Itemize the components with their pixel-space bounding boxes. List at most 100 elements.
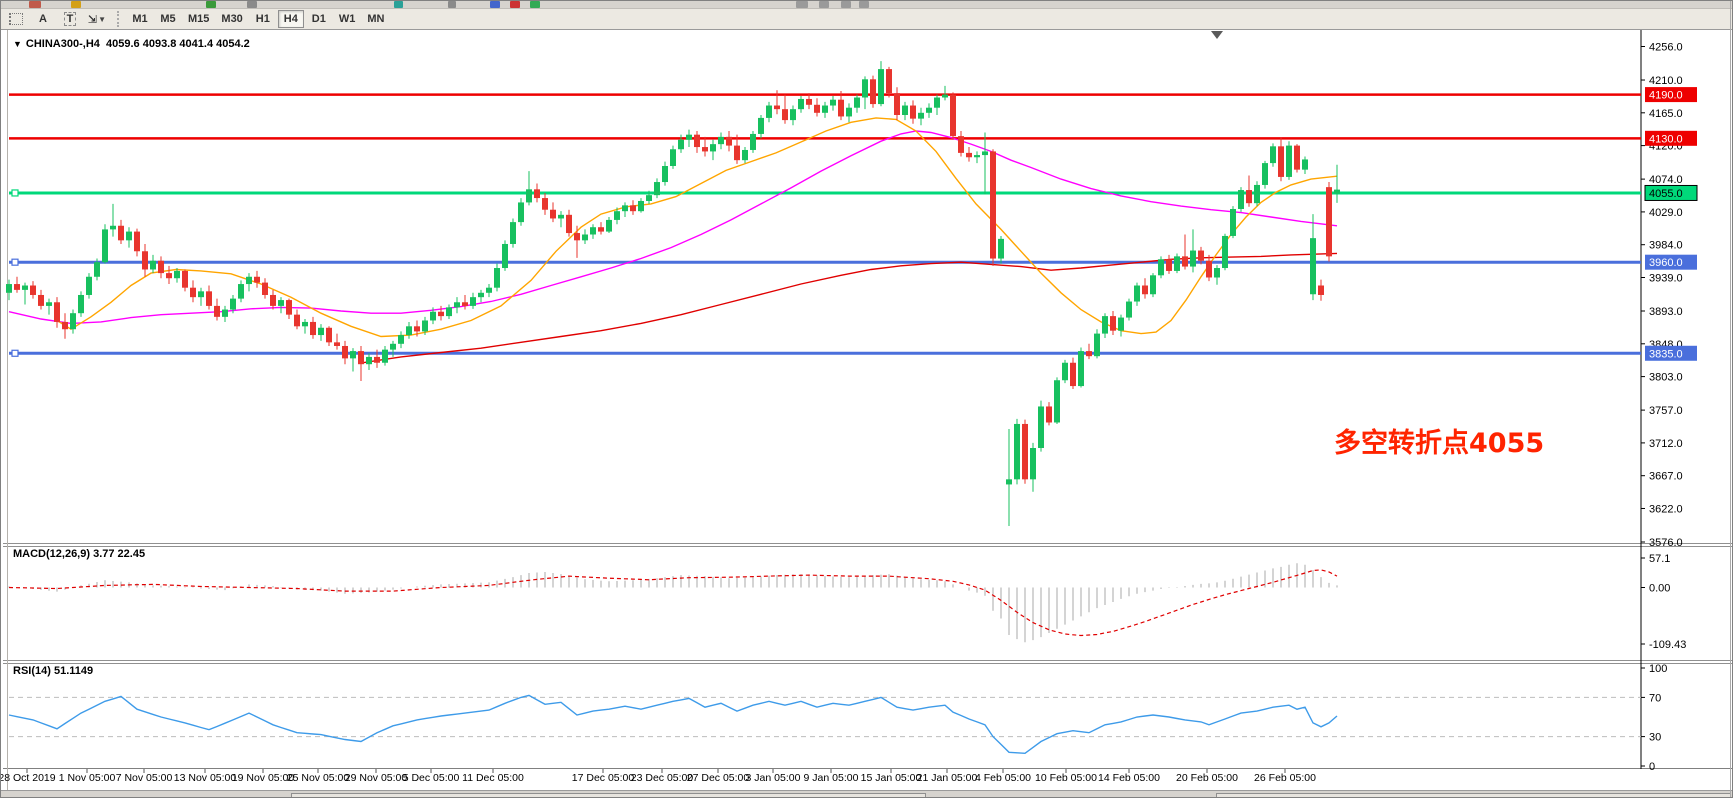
candle-body (614, 211, 620, 220)
candle-body (198, 291, 204, 298)
timeframe-button-MN[interactable]: MN (367, 13, 385, 25)
candle-body (438, 311, 444, 317)
cutoff-icon-fragment (29, 1, 41, 8)
line-handle[interactable] (11, 349, 19, 357)
candle-body (230, 298, 236, 310)
moving-averages (8, 117, 1338, 364)
candle-body (1222, 235, 1228, 269)
candle-body (1166, 259, 1172, 271)
candle-body (1246, 190, 1252, 204)
candle-body (534, 189, 540, 199)
candle-body (1334, 189, 1340, 194)
candle-body (1230, 208, 1236, 236)
candle-body (718, 136, 724, 145)
time-label: 28 Oct 2019 (0, 772, 56, 784)
candle-body (622, 205, 628, 212)
candle-body (510, 222, 516, 244)
candle-body (286, 300, 292, 315)
line-handle[interactable] (11, 258, 19, 266)
candle-body (894, 93, 900, 115)
macd-values: 3.77 22.45 (93, 548, 146, 560)
candle-body (502, 243, 508, 269)
text-box-tool[interactable]: T (58, 11, 82, 28)
line-handle[interactable] (11, 189, 19, 197)
axis-price-label-box (1645, 254, 1697, 270)
candle-body (1046, 406, 1052, 423)
text-label-tool[interactable]: A (39, 13, 47, 25)
macd-scale-tick: -109.43 (1649, 639, 1686, 651)
candle-body (182, 270, 188, 288)
candle-body (814, 104, 820, 113)
candle-body (206, 291, 212, 306)
axis-price-label-box (1644, 184, 1698, 201)
timeframe-button-M5[interactable]: M5 (160, 13, 176, 25)
candle-body (70, 313, 76, 330)
timeframe-button-M15[interactable]: M15 (188, 13, 210, 25)
axis-price-label: 3960.0 (1649, 257, 1683, 269)
candle-body (118, 225, 124, 241)
candle-body (86, 276, 92, 295)
candle-body (310, 321, 316, 336)
pane-frames (3, 1, 1732, 797)
candle-body (278, 300, 284, 306)
chart-annotation-text[interactable]: 多空转折点4055 (1334, 428, 1545, 459)
time-label: 19 Nov 05:00 (231, 772, 295, 784)
candle-body (1174, 256, 1180, 271)
time-label: 17 Dec 05:00 (571, 772, 635, 784)
candle-body (838, 99, 844, 117)
candle-body (1182, 256, 1188, 267)
candle-body (606, 219, 612, 232)
timeframe-button-D1[interactable]: D1 (311, 13, 326, 25)
candle-body (670, 149, 676, 167)
candle-body (126, 231, 132, 241)
candle-body (782, 109, 788, 121)
time-label: 14 Feb 05:00 (1098, 772, 1160, 784)
candle-body (366, 356, 372, 365)
candle-body (1158, 259, 1164, 276)
candle-body (414, 326, 420, 332)
candle-body (726, 136, 732, 146)
candle-body (1302, 159, 1308, 170)
time-label: 21 Jan 05:00 (916, 772, 978, 784)
candle-body (774, 105, 780, 110)
scroll-to-end-icon[interactable] (1211, 31, 1223, 39)
timeframe-bar: M1 M5 M15 M30 H1 H4 D1 W1 MN (126, 10, 390, 28)
candle-body (982, 151, 988, 156)
macd-pane (8, 563, 1338, 643)
time-label: 27 Dec 05:00 (686, 772, 750, 784)
ohlc-values: 4059.6 4093.8 4041.4 4054.2 (106, 38, 250, 50)
candle-body (166, 273, 172, 279)
cutoff-icon-fragment (841, 1, 851, 8)
candle-body (318, 327, 324, 336)
timeframe-button-M30[interactable]: M30 (221, 13, 243, 25)
candle-body (822, 105, 828, 113)
candle-body (1142, 285, 1148, 295)
candle-body (1262, 163, 1268, 185)
candle-body (494, 268, 500, 288)
candle-body (270, 294, 276, 306)
candles-layer (6, 61, 1340, 526)
time-label: 25 Nov 05:00 (286, 772, 350, 784)
candle-body (46, 302, 52, 306)
candle-body (966, 152, 972, 158)
shapes-tool[interactable]: ⇲ ▼ (85, 11, 109, 28)
candle-body (846, 107, 852, 117)
grid-icon (9, 13, 23, 25)
price-tick: 3984.0 (1649, 240, 1683, 252)
timeframe-button-H4[interactable]: H4 (277, 10, 304, 28)
candle-body (750, 133, 756, 150)
candle-body (390, 343, 396, 350)
timeframe-button-H1[interactable]: H1 (255, 13, 270, 25)
symbol-timeframe-label: CHINA300-,H4 (25, 38, 100, 50)
timeframe-button-M1[interactable]: M1 (132, 13, 148, 25)
crosshair-grid-icon[interactable] (4, 11, 28, 28)
candle-body (246, 276, 252, 285)
timeframe-button-W1[interactable]: W1 (338, 13, 356, 25)
axis-price-label-box (1645, 345, 1697, 361)
symbol-dropdown-icon[interactable]: ▼ (13, 39, 22, 49)
candle-body (710, 144, 716, 152)
candle-body (342, 345, 348, 359)
candle-body (526, 189, 532, 203)
candle-body (550, 209, 556, 219)
